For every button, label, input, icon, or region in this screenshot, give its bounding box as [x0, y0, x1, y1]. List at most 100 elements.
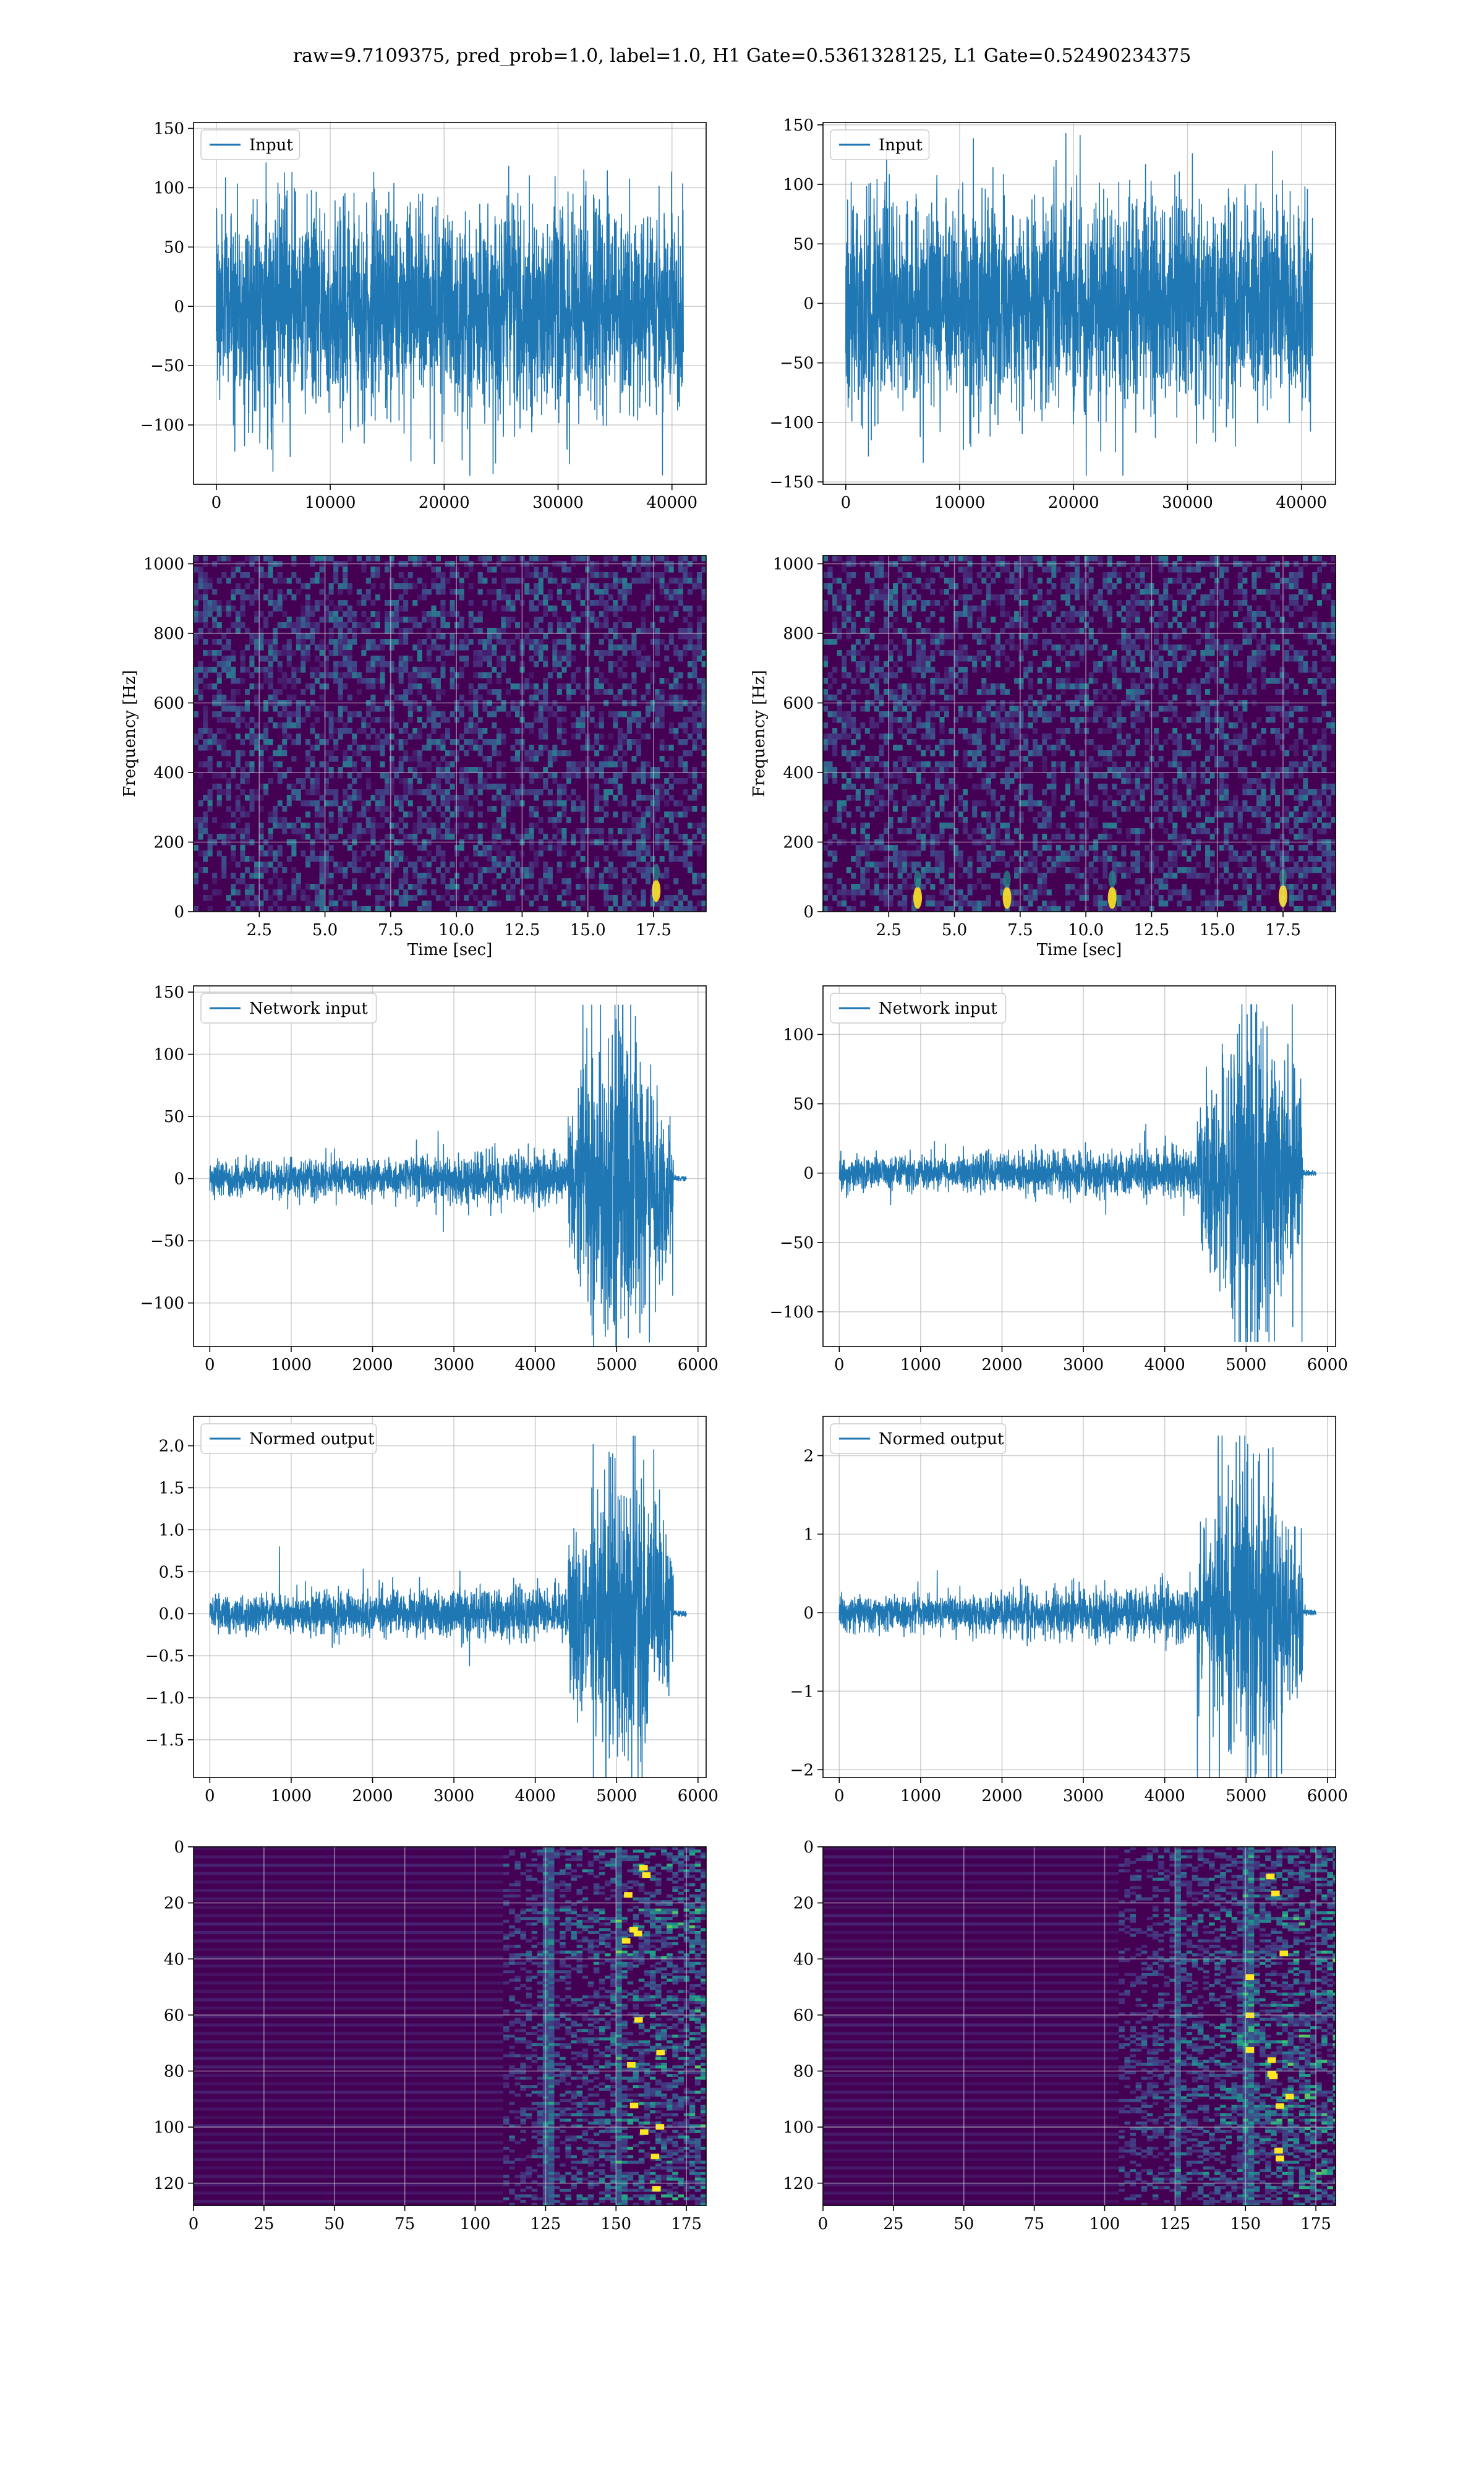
plot-area: [194, 986, 706, 1346]
legend: Network input: [830, 993, 1007, 1024]
bright-activation: [1275, 2103, 1284, 2109]
y-axis-label: Frequency [Hz]: [750, 670, 769, 797]
bright-activation: [629, 2102, 639, 2108]
y-tick-label: −0.5: [145, 1647, 184, 1666]
x-tick-label: 6000: [678, 1356, 719, 1374]
y-tick-label: 100: [783, 176, 814, 194]
series-line: [838, 1435, 1316, 1778]
y-tick-label: 40: [164, 1950, 184, 1969]
y-tick-label: 0: [174, 297, 184, 316]
x-tick-label: 0: [834, 1356, 845, 1374]
y-tick-label: 0: [174, 1170, 184, 1189]
y-tick-label: 150: [153, 120, 184, 139]
x-tick-label: 0: [834, 1787, 845, 1805]
bright-activation: [639, 2129, 649, 2135]
x-tick-label: 15.0: [570, 921, 606, 940]
x-tick-label: 1000: [900, 1356, 941, 1374]
x-tick-label: 6000: [678, 1787, 719, 1805]
x-tick-label: 3000: [433, 1787, 474, 1805]
x-tick-label: 5000: [1226, 1787, 1266, 1805]
x-tick-label: 25: [254, 2215, 274, 2233]
x-tick-label: 0: [205, 1787, 215, 1805]
y-tick-label: −50: [780, 354, 814, 373]
axes-frame: [193, 985, 707, 1347]
legend-box: [200, 129, 301, 160]
legend-box: [200, 1423, 377, 1454]
bright-activation: [1274, 2147, 1283, 2154]
y-tick-label: 0: [174, 1838, 184, 1857]
y-tick-label: 80: [793, 2063, 814, 2081]
bright-activation: [1269, 2073, 1278, 2079]
bright-activation: [633, 1930, 642, 1937]
bright-feature: [1002, 886, 1012, 909]
x-tick-label: 5.0: [312, 921, 338, 940]
y-tick-label: 100: [153, 179, 184, 197]
heatmap-cells: [194, 555, 706, 912]
x-tick-label: 10.0: [1068, 921, 1104, 940]
plot-area: [194, 1416, 706, 1778]
series-line: [209, 1004, 687, 1346]
y-tick-label: 400: [153, 764, 184, 782]
x-tick-label: 15.0: [1200, 921, 1235, 940]
x-tick-label: 50: [324, 2215, 344, 2233]
y-axis-label: Frequency [Hz]: [121, 670, 139, 797]
y-tick-label: 0: [803, 903, 814, 922]
legend-label: Input: [879, 136, 923, 155]
x-tick-label: 4000: [1145, 1356, 1185, 1374]
panel-h1-network-input: 0 1000 2000 3000 4000 5000 6000 −100 −50 0 50 100 15…: [140, 983, 719, 1374]
x-tick-label: 6000: [1307, 1356, 1348, 1374]
axes-frame: [822, 1416, 1336, 1778]
y-tick-label: 150: [153, 983, 184, 1002]
y-tick-label: 60: [793, 2006, 814, 2025]
y-tick-label: 100: [783, 1025, 814, 1044]
y-tick-label: 1000: [773, 555, 814, 574]
legend-box: [830, 993, 1007, 1024]
y-tick-label: 0: [803, 1604, 814, 1622]
series-line: [209, 1436, 687, 1778]
y-tick-label: 0.5: [159, 1563, 184, 1582]
x-tick-label: 4000: [515, 1787, 556, 1805]
y-tick-label: 1.0: [159, 1521, 184, 1539]
panel-h1-input: 0 10000 20000 30000 40000 −100 −50 0 50 100 150 Inp…: [140, 120, 707, 512]
y-tick-label: 600: [153, 695, 184, 713]
y-tick-label: 0: [803, 1838, 814, 1857]
y-tick-label: 20: [793, 1894, 814, 1913]
panel-h1-spectrogram: 2.5 5.0 7.5 10.0 12.5 15.0 17.5 0 200 400 600 800 10…: [121, 555, 707, 959]
y-tick-label: −50: [150, 1232, 184, 1251]
bright-activation: [652, 2186, 661, 2192]
y-tick-label: 100: [783, 2118, 814, 2137]
x-tick-label: 30000: [532, 494, 584, 512]
bright-activation: [1267, 2057, 1276, 2063]
axes-frame: [193, 555, 707, 912]
x-tick-label: 75: [394, 2215, 415, 2233]
x-tick-label: 3000: [433, 1356, 474, 1374]
x-tick-label: 2.5: [876, 921, 902, 940]
bright-activation: [627, 2061, 636, 2068]
x-tick-label: 10000: [305, 494, 356, 512]
legend-label: Network input: [879, 999, 997, 1018]
x-tick-label: 10000: [934, 494, 986, 512]
axes-frame: [193, 1846, 707, 2206]
y-tick-label: 150: [783, 116, 814, 135]
x-tick-label: 12.5: [504, 921, 540, 940]
x-tick-label: 125: [1160, 2215, 1191, 2233]
series-line: [838, 1004, 1316, 1342]
x-tick-label: 2000: [981, 1356, 1022, 1374]
x-tick-label: 125: [531, 2215, 561, 2233]
y-tick-label: 0.0: [159, 1605, 184, 1624]
x-tick-label: 2.5: [247, 921, 272, 940]
x-tick-label: 17.5: [1265, 921, 1301, 940]
bright-activation: [639, 1865, 648, 1871]
x-tick-label: 75: [1024, 2215, 1044, 2233]
x-tick-label: 5000: [596, 1787, 637, 1805]
x-tick-label: 2000: [352, 1356, 393, 1374]
y-tick-label: 0: [803, 1165, 814, 1183]
x-tick-label: 17.5: [636, 921, 672, 940]
legend: Normed output: [830, 1423, 1007, 1454]
figure-suptitle: raw=9.7109375, pred_prob=1.0, label=1.0,…: [293, 45, 1192, 67]
heatmap-cells: [823, 1847, 1336, 2206]
axes-frame: [193, 122, 707, 485]
y-tick-label: 200: [783, 834, 814, 852]
bright-feature-trail: [914, 870, 922, 888]
x-tick-label: 150: [600, 2215, 631, 2233]
